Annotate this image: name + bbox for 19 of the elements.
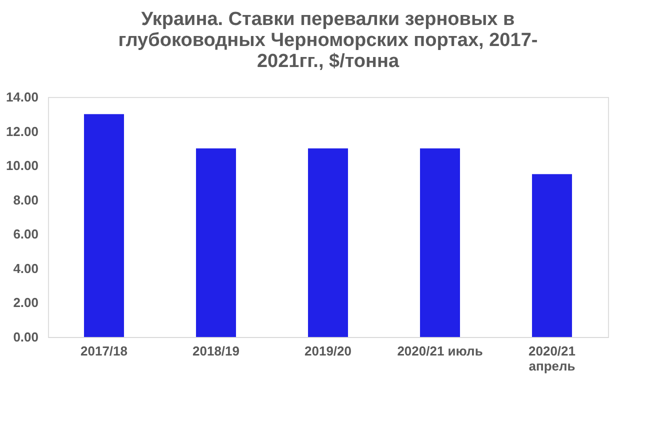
y-tick-label: 6.00 [13, 226, 38, 242]
y-tick-label: 8.00 [13, 192, 38, 208]
x-tick-label: 2018/19 [192, 344, 240, 358]
y-tick-label: 14.00 [6, 90, 38, 104]
y-tick-label: 4.00 [13, 260, 38, 276]
y-tick-label: 2.00 [13, 295, 38, 310]
y-tick-label: 10.00 [6, 158, 38, 174]
chart-title: Украина. Ставки перевалки зерновых в глубоководных Черноморских портах, 2017- 2021гг., $/тонна [118, 9, 538, 72]
x-tick-label: 2020/21 июль [397, 344, 483, 358]
y-tick-label: 12.00 [6, 124, 38, 139]
x-tick-label: 2020/21 апрель [528, 344, 576, 374]
bar [420, 148, 460, 337]
y-tick-label: 0.00 [13, 330, 38, 344]
bar [532, 174, 572, 337]
bar [84, 114, 124, 337]
x-tick-label: 2017/18 [80, 344, 128, 358]
bar [196, 148, 236, 337]
bar [308, 148, 348, 337]
x-tick-label: 2019/20 [304, 344, 352, 358]
